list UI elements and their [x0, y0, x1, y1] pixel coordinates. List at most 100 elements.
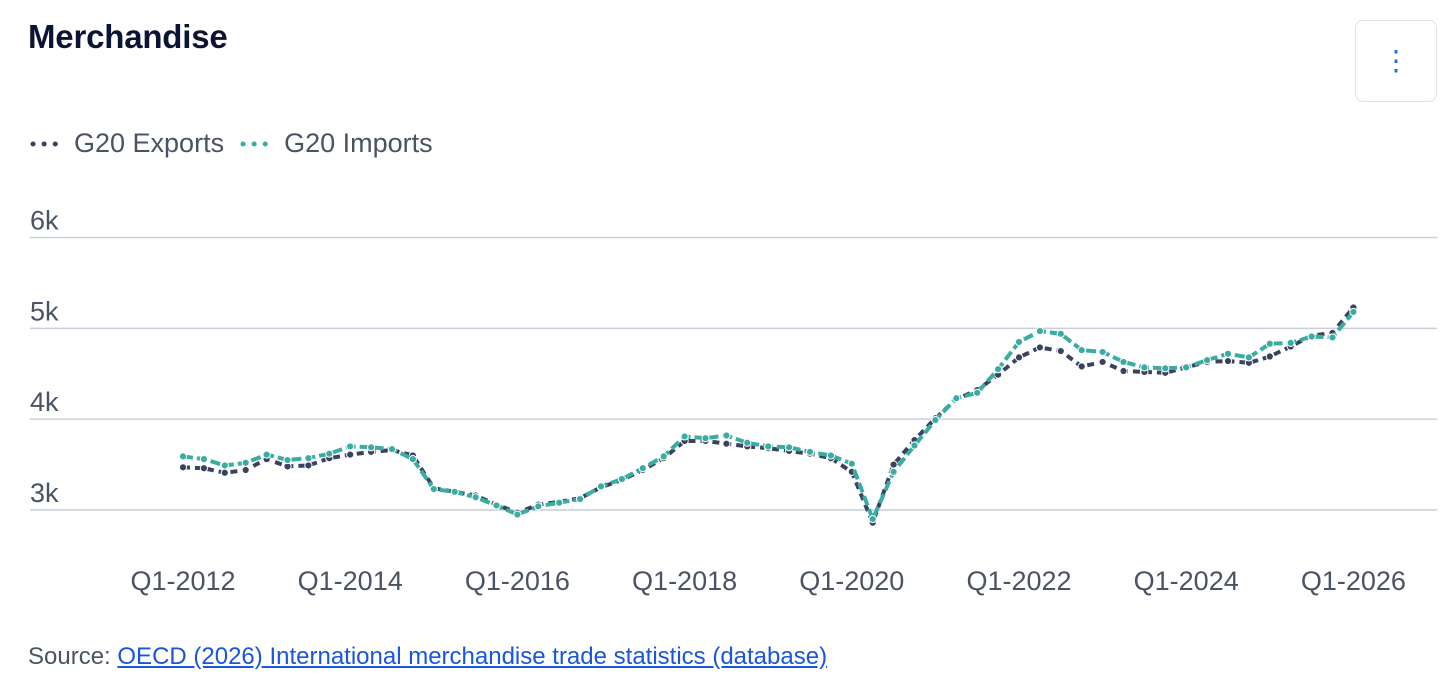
- data-point-exports[interactable]: [722, 439, 731, 448]
- x-axis-labels: Q1-2012 Q1-2014 Q1-2016 Q1-2018 Q1-2020 Q1-20…: [130, 566, 1405, 596]
- data-point-imports[interactable]: [701, 434, 710, 443]
- data-point-imports[interactable]: [304, 454, 313, 463]
- data-point-imports[interactable]: [973, 388, 982, 397]
- data-point-imports[interactable]: [408, 455, 417, 464]
- data-point-exports[interactable]: [220, 468, 229, 477]
- data-point-imports[interactable]: [1161, 364, 1170, 373]
- data-point-imports[interactable]: [868, 514, 877, 524]
- x-tick-label: Q1-2016: [465, 566, 570, 596]
- data-point-exports[interactable]: [1098, 357, 1107, 367]
- data-point-imports[interactable]: [429, 485, 438, 494]
- data-point-imports[interactable]: [805, 447, 815, 456]
- y-tick-label: 3k: [30, 478, 59, 508]
- data-point-imports[interactable]: [492, 501, 501, 510]
- data-point-imports[interactable]: [387, 445, 397, 454]
- data-point-exports[interactable]: [1035, 343, 1045, 352]
- data-point-imports[interactable]: [1244, 353, 1254, 362]
- data-point-imports[interactable]: [555, 498, 564, 507]
- data-point-imports[interactable]: [367, 443, 376, 452]
- series-exports: [178, 303, 1358, 527]
- data-point-imports[interactable]: [1035, 326, 1045, 336]
- x-tick-label: Q1-2014: [298, 566, 403, 596]
- data-point-imports[interactable]: [1307, 332, 1316, 341]
- data-point-exports[interactable]: [1056, 346, 1065, 356]
- vertical-ellipsis-icon: ⋮: [1382, 44, 1410, 77]
- legend-label-imports: G20 Imports: [284, 128, 433, 158]
- data-point-imports[interactable]: [178, 452, 188, 461]
- source-link[interactable]: OECD (2026) International merchandise tr…: [117, 643, 828, 670]
- data-point-imports[interactable]: [346, 442, 355, 451]
- data-point-imports[interactable]: [220, 461, 229, 470]
- data-point-imports[interactable]: [1223, 349, 1233, 358]
- data-point-imports[interactable]: [1182, 363, 1191, 372]
- data-point-imports[interactable]: [638, 464, 647, 473]
- data-point-imports[interactable]: [617, 475, 627, 484]
- data-point-exports[interactable]: [1077, 362, 1086, 371]
- y-tick-label: 4k: [30, 387, 59, 417]
- legend-item-exports[interactable]: G20 Exports: [30, 128, 224, 159]
- data-point-exports[interactable]: [1014, 353, 1024, 362]
- data-point-imports[interactable]: [910, 441, 919, 450]
- data-point-exports[interactable]: [241, 465, 250, 475]
- legend-item-imports[interactable]: G20 Imports: [240, 128, 433, 159]
- data-point-imports[interactable]: [199, 455, 208, 464]
- data-point-imports[interactable]: [1349, 307, 1358, 317]
- data-point-imports[interactable]: [534, 502, 543, 511]
- data-point-imports[interactable]: [994, 365, 1003, 374]
- data-point-imports[interactable]: [1119, 357, 1128, 367]
- source-note: Source: OECD (2026) International mercha…: [28, 643, 827, 671]
- data-point-imports[interactable]: [1265, 339, 1274, 348]
- data-point-imports[interactable]: [283, 455, 292, 465]
- x-tick-label: Q1-2020: [799, 566, 904, 596]
- data-point-imports[interactable]: [826, 451, 836, 460]
- data-point-imports[interactable]: [1014, 337, 1024, 347]
- source-prefix: Source:: [28, 643, 118, 670]
- data-point-imports[interactable]: [722, 431, 731, 440]
- chart-title: Merchandise: [28, 18, 228, 55]
- data-point-exports[interactable]: [199, 464, 208, 473]
- data-point-imports[interactable]: [1203, 356, 1212, 365]
- data-point-imports[interactable]: [450, 487, 459, 496]
- data-point-imports[interactable]: [1286, 338, 1295, 347]
- data-point-imports[interactable]: [1056, 329, 1065, 338]
- data-point-imports[interactable]: [513, 510, 522, 519]
- data-point-imports[interactable]: [471, 493, 480, 502]
- data-point-imports[interactable]: [680, 432, 689, 441]
- data-point-imports[interactable]: [764, 442, 773, 451]
- data-point-imports[interactable]: [889, 467, 898, 476]
- data-point-exports[interactable]: [304, 461, 313, 470]
- data-point-imports[interactable]: [262, 450, 271, 459]
- data-point-imports[interactable]: [659, 452, 668, 461]
- x-tick-label: Q1-2026: [1301, 566, 1406, 596]
- grid-lines: [30, 236, 1437, 511]
- data-point-exports[interactable]: [178, 463, 188, 472]
- data-point-imports[interactable]: [325, 449, 334, 458]
- data-point-exports[interactable]: [1119, 366, 1128, 376]
- data-point-exports[interactable]: [1265, 352, 1274, 361]
- data-point-imports[interactable]: [1140, 363, 1149, 372]
- series-line-imports: [182, 310, 1355, 522]
- data-series: [178, 303, 1358, 527]
- data-point-imports[interactable]: [847, 459, 856, 468]
- data-point-imports[interactable]: [596, 482, 606, 491]
- data-point-imports[interactable]: [785, 443, 794, 452]
- chart-menu-button[interactable]: ⋮: [1355, 20, 1437, 102]
- legend-swatch-imports: [240, 141, 274, 146]
- data-point-imports[interactable]: [1077, 346, 1086, 355]
- data-point-imports[interactable]: [743, 438, 752, 447]
- y-tick-label: 5k: [30, 296, 59, 326]
- x-tick-label: Q1-2018: [632, 566, 737, 596]
- data-point-imports[interactable]: [952, 394, 961, 403]
- data-point-exports[interactable]: [889, 460, 898, 469]
- data-point-imports[interactable]: [931, 415, 940, 425]
- data-point-exports[interactable]: [1223, 356, 1233, 366]
- data-point-imports[interactable]: [576, 495, 585, 504]
- data-point-imports[interactable]: [1328, 333, 1337, 342]
- legend-label-exports: G20 Exports: [74, 128, 225, 158]
- data-point-imports[interactable]: [241, 458, 250, 467]
- legend-swatch-exports: [30, 141, 64, 146]
- data-point-exports[interactable]: [346, 450, 355, 459]
- y-tick-label: 6k: [30, 206, 59, 236]
- data-point-imports[interactable]: [1098, 347, 1107, 357]
